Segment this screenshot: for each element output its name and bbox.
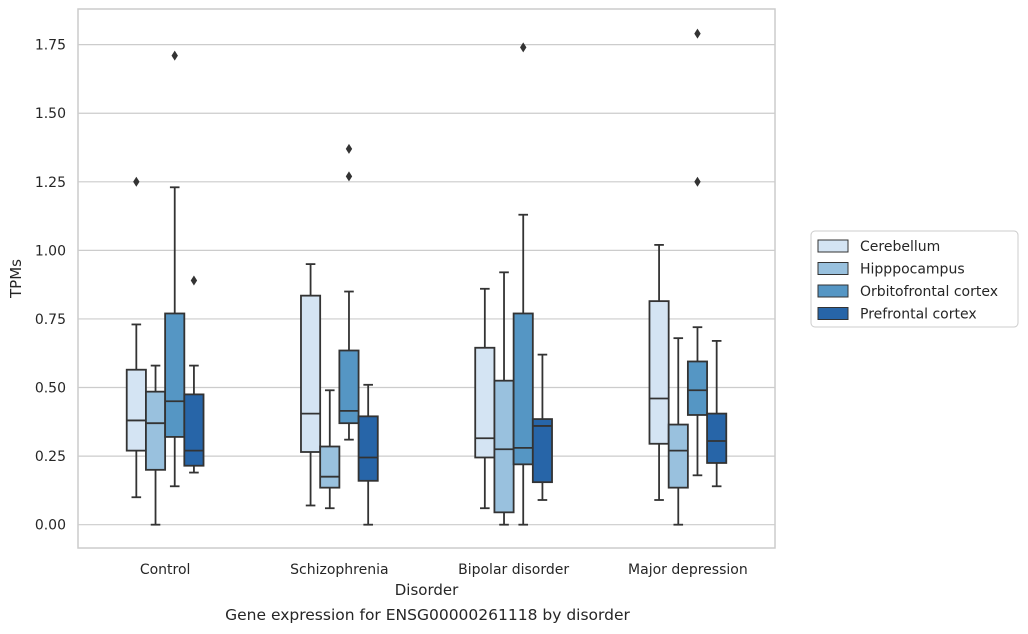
flier-point xyxy=(171,50,178,61)
y-tick-label: 1.75 xyxy=(35,38,66,54)
x-tick-label: Major depression xyxy=(628,562,748,578)
box xyxy=(648,300,670,445)
box xyxy=(125,368,147,452)
flier-point xyxy=(345,143,353,154)
plot-frame xyxy=(77,8,776,549)
y-tick-label: 0.75 xyxy=(35,312,66,328)
box xyxy=(338,349,360,425)
y-tick-label: 1.50 xyxy=(35,106,66,122)
box xyxy=(531,418,553,484)
legend-swatch xyxy=(817,307,849,320)
box xyxy=(474,346,496,459)
x-axis-label: Disorder xyxy=(395,581,459,599)
box xyxy=(493,379,515,514)
y-tick-label: 0.00 xyxy=(35,518,66,534)
box xyxy=(706,412,728,464)
figure-caption: Gene expression for ENSG00000261118 by d… xyxy=(225,606,630,624)
flier-point xyxy=(694,28,701,39)
legend-swatch xyxy=(817,239,849,253)
legend-box xyxy=(810,230,1019,328)
box xyxy=(183,393,205,467)
box xyxy=(145,390,167,471)
x-tick-label: Control xyxy=(140,562,191,578)
legend-label: Orbitofrontal cortex xyxy=(860,284,998,300)
box xyxy=(512,312,534,466)
legend-label: Prefrontal cortex xyxy=(860,307,977,323)
box xyxy=(357,415,379,482)
y-axis-label: TPMs xyxy=(7,259,25,299)
legend-label: Hipppocampus xyxy=(860,262,965,278)
legend-swatch xyxy=(817,284,849,298)
flier-point xyxy=(694,176,701,187)
y-tick-label: 0.25 xyxy=(35,449,66,465)
flier-point xyxy=(133,176,140,187)
flier-point xyxy=(520,42,527,53)
legend-label: Cerebellum xyxy=(860,239,940,255)
box xyxy=(300,294,322,453)
box xyxy=(667,423,689,489)
y-tick-label: 1.25 xyxy=(35,175,66,191)
x-tick-label: Bipolar disorder xyxy=(458,562,569,578)
flier-point xyxy=(345,171,353,182)
box xyxy=(319,445,341,489)
y-tick-label: 0.50 xyxy=(35,381,66,397)
flier-point xyxy=(190,275,198,286)
legend-swatch xyxy=(817,262,849,275)
box xyxy=(164,312,186,438)
box xyxy=(686,360,708,416)
y-tick-label: 1.00 xyxy=(35,243,66,259)
x-tick-label: Schizophrenia xyxy=(290,562,388,578)
